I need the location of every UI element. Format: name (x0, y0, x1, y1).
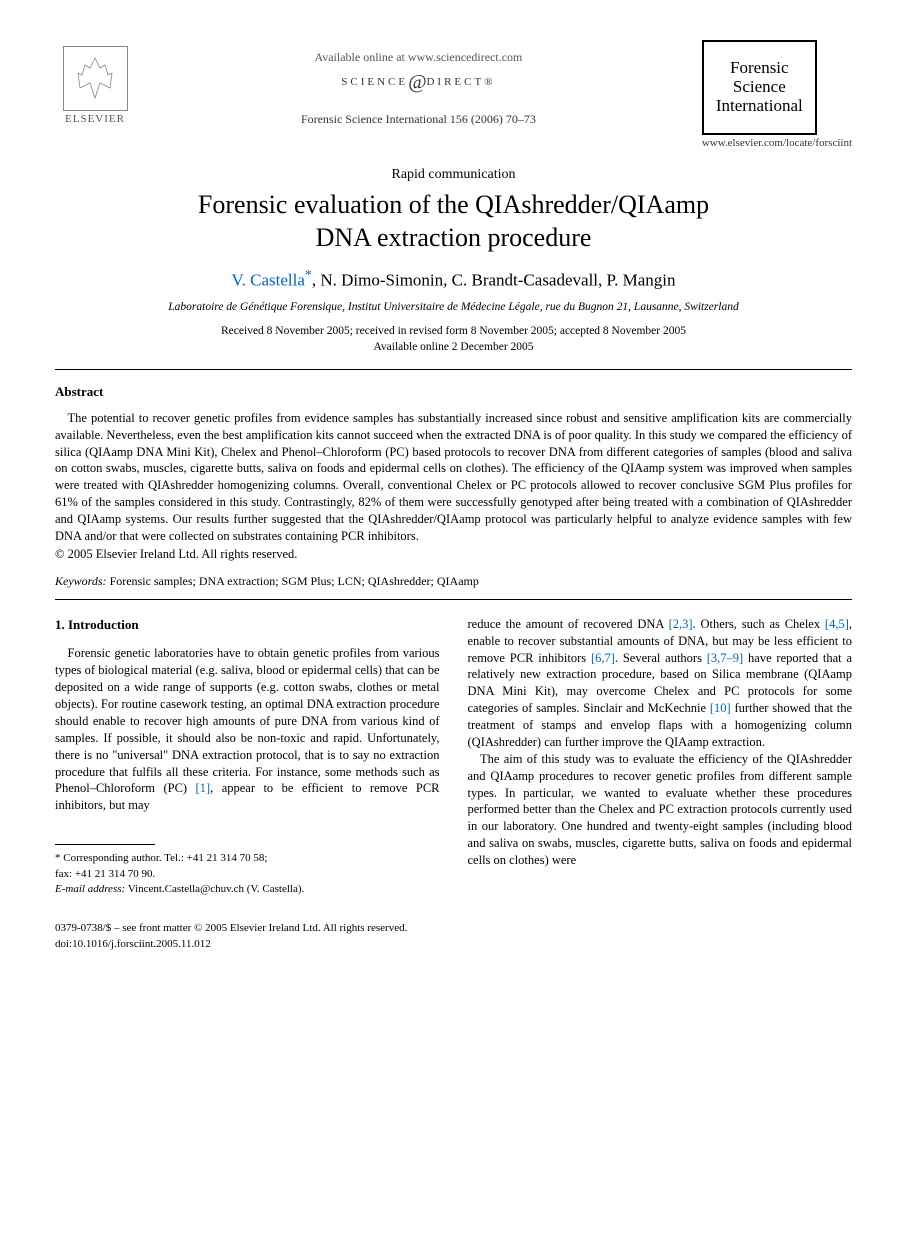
header-row: ELSEVIER Available online at www.science… (55, 40, 852, 159)
title-line1: Forensic evaluation of the QIAshredder/Q… (198, 190, 709, 219)
elsevier-tree-icon (63, 46, 128, 111)
journal-cover-block: Forensic Science International www.elsev… (702, 40, 852, 159)
dates-line2: Available online 2 December 2005 (55, 339, 852, 355)
footnote-email-line: E-mail address: Vincent.Castella@chuv.ch… (55, 882, 440, 897)
ref-link-10[interactable]: [10] (710, 701, 731, 715)
corresponding-footnote: * Corresponding author. Tel.: +41 21 314… (55, 851, 440, 897)
cover-line2: Science (716, 78, 803, 97)
intro-paragraph-1-cont: reduce the amount of recovered DNA [2,3]… (468, 616, 853, 751)
column-right: reduce the amount of recovered DNA [2,3]… (468, 616, 853, 897)
sd-suffix: DIRECT® (426, 76, 495, 88)
sd-at-icon: @ (408, 71, 426, 93)
column-left: 1. Introduction Forensic genetic laborat… (55, 616, 440, 897)
rule-bottom (55, 599, 852, 600)
c2a: reduce the amount of recovered DNA (468, 617, 669, 631)
ref-link-1[interactable]: [1] (196, 781, 211, 795)
abstract-heading: Abstract (55, 384, 852, 400)
article-dates: Received 8 November 2005; received in re… (55, 323, 852, 355)
body-columns: 1. Introduction Forensic genetic laborat… (55, 616, 852, 897)
publisher-name: ELSEVIER (65, 113, 125, 125)
abstract-text: The potential to recover genetic profile… (55, 410, 852, 545)
available-online-text: Available online at www.sciencedirect.co… (135, 50, 702, 65)
cover-line1: Forensic (716, 59, 803, 78)
email-label: E-mail address: (55, 883, 125, 895)
center-header: Available online at www.sciencedirect.co… (135, 40, 702, 127)
doi-line: doi:10.1016/j.forsciint.2005.11.012 (55, 937, 852, 952)
other-authors: , N. Dimo-Simonin, C. Brandt-Casadevall,… (312, 271, 676, 290)
keywords-block: Keywords: Forensic samples; DNA extracti… (55, 574, 852, 589)
footnote-separator (55, 844, 155, 845)
c2b: . Others, such as Chelex (693, 617, 825, 631)
rule-top (55, 369, 852, 370)
cover-line3: International (716, 97, 803, 116)
affiliation: Laboratoire de Génétique Forensique, Ins… (55, 301, 852, 313)
sd-prefix: SCIENCE (341, 76, 408, 88)
p1a: Forensic genetic laboratories have to ob… (55, 646, 440, 795)
c2d: . Several authors (615, 651, 707, 665)
journal-cover-title: Forensic Science International (716, 59, 803, 115)
footnote-tel: * Corresponding author. Tel.: +41 21 314… (55, 851, 440, 866)
sciencedirect-logo: SCIENCE@DIRECT® (135, 71, 702, 94)
ref-link-45[interactable]: [4,5] (825, 617, 849, 631)
dates-line1: Received 8 November 2005; received in re… (55, 323, 852, 339)
issn-line: 0379-0738/$ – see front matter © 2005 El… (55, 921, 852, 936)
publisher-logo: ELSEVIER (55, 40, 135, 130)
journal-cover: Forensic Science International (702, 40, 817, 135)
journal-citation: Forensic Science International 156 (2006… (135, 112, 702, 127)
corresponding-mark-icon[interactable]: * (305, 268, 312, 283)
corresponding-author-link[interactable]: V. Castella (232, 271, 305, 290)
ref-link-23[interactable]: [2,3] (669, 617, 693, 631)
article-title: Forensic evaluation of the QIAshredder/Q… (55, 189, 852, 254)
title-line2: DNA extraction procedure (316, 223, 592, 252)
article-type: Rapid communication (55, 167, 852, 183)
abstract-copyright: © 2005 Elsevier Ireland Ltd. All rights … (55, 547, 852, 562)
ref-link-67[interactable]: [6,7] (591, 651, 615, 665)
email-address[interactable]: Vincent.Castella@chuv.ch (V. Castella). (125, 883, 304, 895)
intro-paragraph-1: Forensic genetic laboratories have to ob… (55, 645, 440, 814)
bottom-info: 0379-0738/$ – see front matter © 2005 El… (55, 921, 852, 952)
section-heading: 1. Introduction (55, 616, 440, 634)
footnote-fax: fax: +41 21 314 70 90. (55, 867, 440, 882)
intro-paragraph-2: The aim of this study was to evaluate th… (468, 751, 853, 869)
ref-link-379[interactable]: [3,7–9] (707, 651, 743, 665)
keywords-list: Forensic samples; DNA extraction; SGM Pl… (107, 574, 479, 588)
authors-list: V. Castella*, N. Dimo-Simonin, C. Brandt… (55, 268, 852, 291)
keywords-label: Keywords: (55, 574, 107, 588)
journal-url[interactable]: www.elsevier.com/locate/forsciint (702, 137, 852, 149)
